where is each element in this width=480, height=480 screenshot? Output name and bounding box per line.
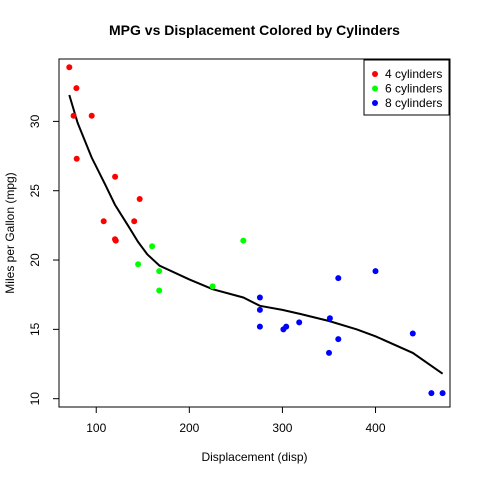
- data-point: [112, 173, 119, 180]
- data-point: [70, 112, 77, 119]
- x-tick-label: 300: [272, 421, 292, 435]
- x-axis-label: Displacement (disp): [201, 450, 307, 464]
- data-point: [100, 218, 107, 225]
- y-axis-label: Miles per Gallon (mpg): [3, 172, 17, 293]
- data-point: [335, 275, 342, 282]
- chart-title: MPG vs Displacement Colored by Cylinders: [109, 22, 400, 38]
- y-tick-label: 20: [28, 253, 42, 267]
- legend-label: 6 cylinders: [385, 82, 442, 96]
- data-point: [209, 283, 216, 290]
- data-point: [439, 390, 446, 397]
- data-point: [112, 237, 119, 244]
- legend-label: 8 cylinders: [385, 96, 442, 110]
- data-point: [240, 237, 247, 244]
- points-layer: [66, 64, 446, 397]
- data-point: [296, 319, 303, 326]
- data-point: [88, 112, 95, 119]
- x-tick-label: 100: [86, 421, 106, 435]
- y-tick-label: 10: [28, 392, 42, 406]
- data-point: [156, 287, 163, 294]
- y-tick-label: 30: [28, 114, 42, 128]
- data-point: [372, 268, 379, 275]
- legend-label: 4 cylinders: [385, 67, 442, 81]
- data-point: [131, 218, 138, 225]
- plot-area: [58, 58, 451, 408]
- x-axis: 100 200 300 400: [86, 407, 386, 435]
- data-point: [149, 243, 156, 250]
- y-tick-label: 25: [28, 184, 42, 198]
- data-point: [135, 261, 142, 268]
- x-tick-label: 200: [179, 421, 199, 435]
- data-point: [136, 196, 143, 202]
- data-point: [326, 315, 333, 322]
- y-tick-label: 15: [28, 322, 42, 336]
- data-point: [256, 306, 263, 313]
- trend-layer: [68, 94, 444, 375]
- plot-frame: [58, 58, 451, 408]
- data-point: [156, 268, 163, 275]
- y-axis: 10 15 20 25 30: [28, 114, 59, 405]
- data-point: [73, 85, 80, 92]
- data-point: [335, 336, 342, 343]
- data-point: [256, 294, 263, 301]
- legend-marker: [372, 100, 378, 106]
- data-point: [73, 155, 80, 162]
- legend-box: [363, 59, 450, 116]
- legend-marker: [372, 85, 378, 92]
- legend-marker: [372, 71, 378, 77]
- data-point: [283, 323, 290, 330]
- data-point: [428, 390, 435, 397]
- data-point: [409, 330, 416, 337]
- trend-line: [68, 94, 444, 375]
- data-point: [66, 64, 73, 71]
- data-point: [326, 349, 332, 356]
- x-tick-label: 400: [366, 421, 386, 435]
- data-point: [256, 323, 263, 330]
